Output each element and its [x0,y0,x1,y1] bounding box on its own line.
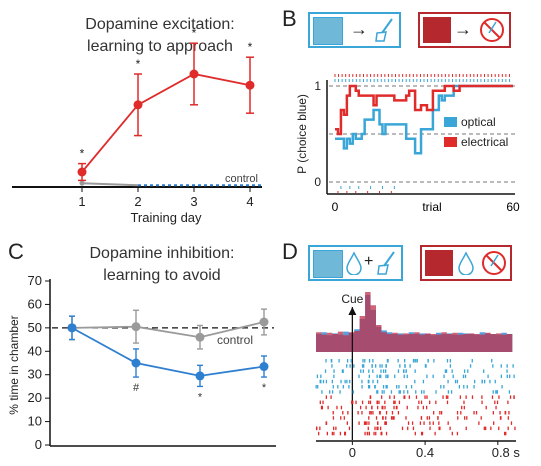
data-point [131,322,141,332]
data-point [189,69,199,79]
y-tick-label: 0 [35,437,42,452]
x-tick-label: 1 [78,194,85,209]
y-tick-label: 10 [28,414,42,429]
panel-a: Dopamine excitation: learning to approac… [0,0,270,235]
no-brush-icon [480,18,504,42]
data-point [131,358,141,368]
significance-star: * [248,40,253,54]
panel-d-chart: Cue 0 0.4 0.8 s [315,292,521,460]
data-point [245,80,255,90]
significance-mark: * [262,382,267,394]
x-axis-label: trial [422,200,441,214]
panel-c: C Dopamine inhibition: learning to avoid… [0,235,280,466]
x-tick-label: 4 [246,194,253,209]
inhibition-line [71,327,265,377]
panel-a-title-line2: learning to approach [87,38,233,55]
panel-b-letter: B [282,6,297,31]
mouse-icon [313,17,343,45]
significance-mark: # [133,382,140,394]
panel-b: B → → P (choice blue) 0 1 0 60 trial optical el… [270,0,541,235]
control-line [81,182,139,187]
data-point [259,362,269,372]
data-point [259,317,269,327]
droplet-icon [346,251,362,275]
electrical-icon-box: → [418,12,511,48]
control-point [79,180,85,186]
panel-a-title-line1: Dopamine excitation: [85,16,235,33]
cue-arrowhead [348,307,357,315]
cue-label: Cue [341,292,363,306]
panel-a-title: Dopamine excitation: learning to approac… [60,14,260,58]
no-brush-icon [482,251,506,275]
electrical-series-line [335,84,513,136]
control-line [71,321,265,339]
mouse-icon [423,17,451,43]
y-tick-label: 50 [28,320,42,335]
y-axis-label: P (choice blue) [295,94,309,174]
data-point [195,332,205,342]
data-point [67,323,77,333]
optical-icon-box: + [308,245,403,281]
mouse-icon [425,250,453,276]
psth-electrical [316,292,513,352]
y-tick-label: 40 [28,343,42,358]
panel-c-title-line2: learning to avoid [103,267,221,284]
x-tick-label: 0 [349,445,356,460]
y-tick-label: 70 [28,273,42,288]
arrow-icon: → [454,19,472,39]
legend-swatch-electrical [444,137,457,147]
data-point [133,100,143,110]
optical-series-line [335,84,513,155]
control-label: control [225,173,258,185]
data-point [195,371,205,381]
brush-icon [377,251,395,275]
x-tick-label: 3 [190,194,197,209]
x-tick-label: 0 [332,200,339,214]
panel-a-chart: control * * * * 1 2 3 4 Training day [12,26,262,225]
excitation-line [81,73,251,173]
significance-mark: * [198,391,203,403]
control-label: control [217,333,253,347]
x-tick-label: 2 [134,194,141,209]
droplet-icon [458,251,474,275]
y-tick-label: 0 [314,175,321,189]
y-tick-label: 1 [314,79,321,93]
significance-star: * [136,57,141,71]
panel-c-letter: C [8,239,24,264]
x-tick-label: 60 [506,200,520,214]
electrical-icon-box [420,245,512,281]
y-tick-label: 30 [28,367,42,382]
significance-star: * [80,147,85,161]
legend-label-electrical: electrical [461,135,508,149]
panel-c-title: Dopamine inhibition: learning to avoid [62,243,262,287]
data-point [77,167,87,177]
legend-label-optical: optical [461,115,496,129]
y-axis-label: % time in chamber [7,315,21,414]
y-tick-label: 60 [28,296,42,311]
panel-b-chart: P (choice blue) 0 1 0 60 trial optical electric… [295,74,520,214]
brush-icon [375,18,393,42]
legend-swatch-optical [444,117,457,127]
arrow-icon: → [350,19,368,39]
mouse-icon [313,250,343,278]
x-tick-label: 0.4 [416,445,434,460]
plus-sign: + [364,253,374,270]
optical-icon-box: → [308,12,401,48]
panel-d-letter: D [282,239,298,264]
x-axis-label: Training day [130,210,202,225]
panel-c-chart: % time in chamber 0 10 20 30 40 50 60 70 # * * contr… [7,273,276,452]
significance-star: * [192,26,197,40]
panel-c-title-line1: Dopamine inhibition: [89,245,235,262]
panel-d: D + Cue 0 0.4 0.8 s [280,235,541,466]
x-tick-label: 0.8 s [492,445,521,460]
y-tick-label: 20 [28,390,42,405]
